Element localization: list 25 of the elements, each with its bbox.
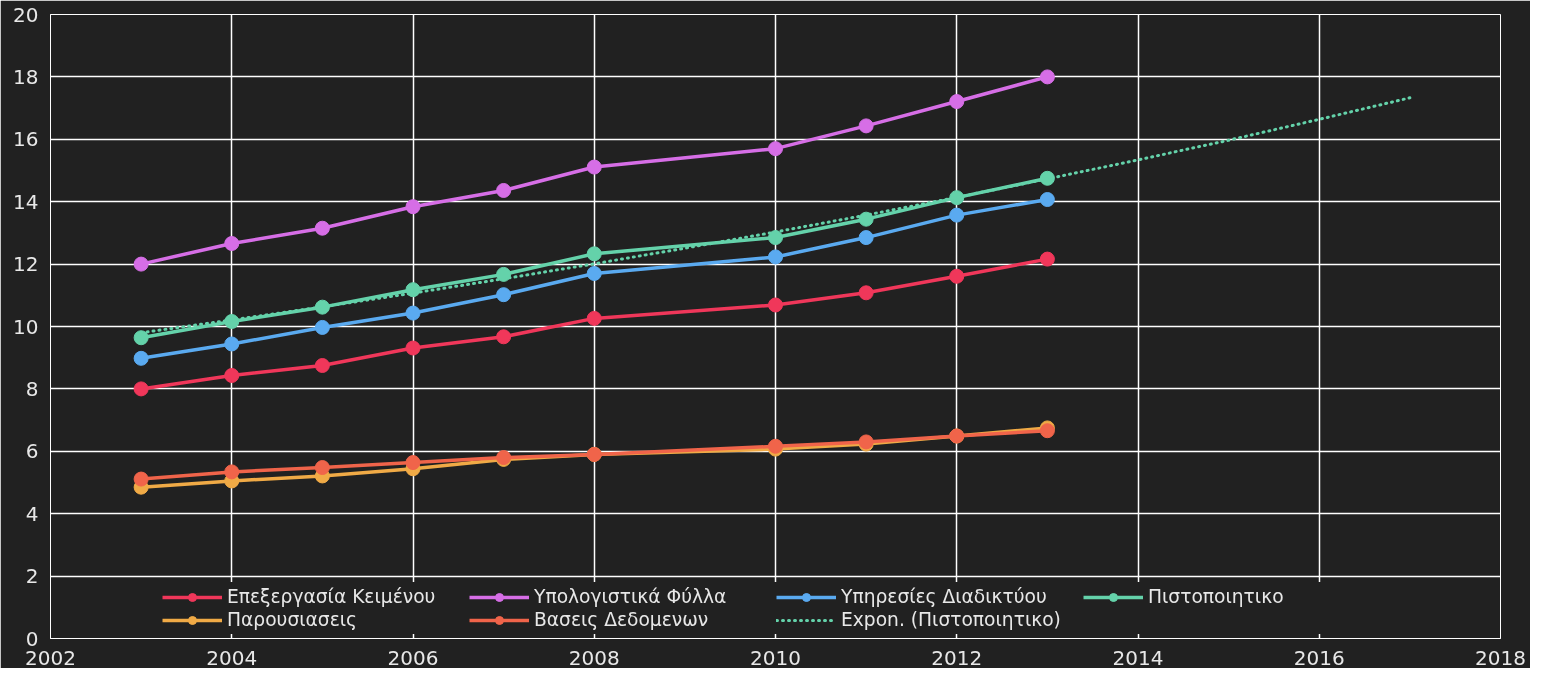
y-tick-label: 16 — [13, 127, 39, 152]
y-tick-label: 8 — [25, 376, 39, 401]
legend-label: Πιστοποιητικο — [1148, 586, 1285, 607]
legend-label: Βασεις Δεδομενων — [534, 609, 710, 630]
x-tick-label: 2004 — [206, 645, 258, 670]
y-tick-label: 10 — [13, 314, 39, 339]
x-tick-label: 2008 — [568, 645, 620, 670]
legend-label: Παρουσιασεις — [227, 609, 358, 630]
y-tick-label: 18 — [13, 64, 39, 89]
x-tick-label: 2016 — [1293, 645, 1345, 670]
y-tick-label: 20 — [13, 2, 39, 27]
x-tick-label: 2006 — [387, 645, 439, 670]
y-tick-label: 2 — [25, 564, 39, 589]
legend-label: Επεξεργασία Κειμένου — [227, 586, 437, 607]
legend-label: Υπηρεσίες Διαδικτύου — [841, 586, 1048, 607]
x-tick-label: 2014 — [1112, 645, 1164, 670]
x-tick-label: 2010 — [750, 645, 801, 670]
y-tick-label: 6 — [25, 439, 39, 464]
y-tick-label: 12 — [13, 252, 39, 277]
y-tick-label: 14 — [13, 189, 39, 214]
legend-label: Υπολογιστικά Φύλλα — [534, 586, 728, 607]
x-tick-label: 2018 — [1475, 645, 1526, 670]
y-tick-label: 4 — [25, 501, 39, 526]
x-tick-label: 2012 — [931, 645, 983, 670]
legend-label: Expon. (Πιστοποιητικο) — [841, 609, 1062, 630]
